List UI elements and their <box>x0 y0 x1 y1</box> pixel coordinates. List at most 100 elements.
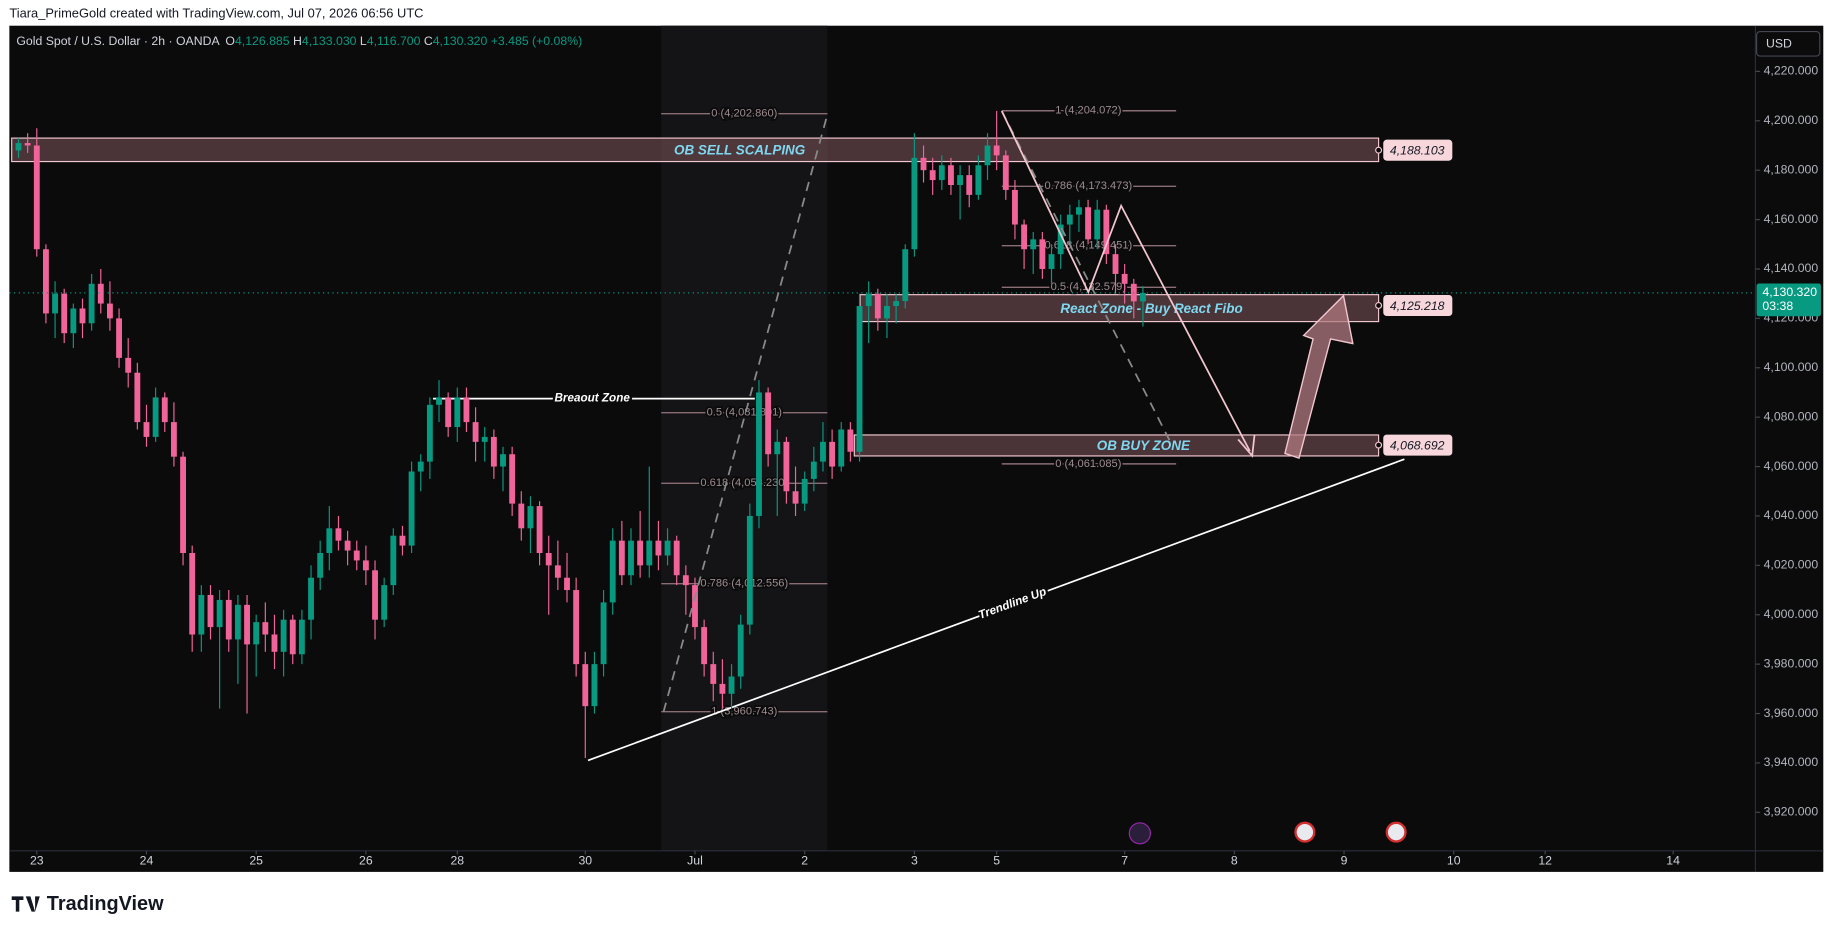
candle-body <box>728 676 735 694</box>
candle-body <box>756 392 762 516</box>
event-icon[interactable] <box>1385 821 1407 843</box>
candle-body <box>765 392 772 455</box>
candle-body <box>97 283 104 304</box>
legend-change: +3.485 (+0.08%) <box>491 34 582 48</box>
legend-value: 4,116.700 <box>367 34 421 48</box>
candle-body <box>1057 224 1064 255</box>
candle-body <box>417 461 424 472</box>
zone-price-tag <box>1383 294 1453 317</box>
candle-body <box>79 308 86 324</box>
candle-body <box>1121 273 1128 284</box>
candle-body <box>335 528 342 541</box>
candle-body <box>993 145 1000 156</box>
event-icons <box>1128 821 1407 845</box>
candle-body <box>865 293 872 307</box>
candle-body <box>106 303 113 319</box>
zone-price-label: 4,068.692 <box>1390 439 1445 453</box>
candle-body <box>710 664 717 684</box>
candle-body <box>527 506 534 529</box>
candle-body <box>134 372 141 423</box>
candle-body <box>1076 207 1082 215</box>
candle-body <box>463 397 470 423</box>
x-tick-label: 23 <box>30 854 44 868</box>
candle-body <box>1048 254 1055 269</box>
x-tick-label: 8 <box>1231 854 1238 868</box>
candle-body <box>317 553 324 578</box>
last-price-label: 4,130.320 <box>1762 285 1817 299</box>
candle-body <box>856 306 863 452</box>
candle-body <box>43 249 49 314</box>
candle-body <box>838 429 845 467</box>
y-tick-label: 4,000.000 <box>1764 607 1819 621</box>
candle-body <box>116 318 122 358</box>
candle-body <box>445 397 452 428</box>
candle-body <box>801 478 808 504</box>
x-tick-label: 2 <box>801 854 808 868</box>
zone-anchor <box>1375 146 1383 154</box>
candle-body <box>234 604 241 640</box>
fib-label: 0.618 (4,149.451) <box>1044 240 1132 252</box>
y-tick-label: 4,040.000 <box>1764 508 1819 522</box>
x-tick-label: 24 <box>140 854 154 868</box>
candle-body <box>673 540 680 576</box>
candle-body <box>719 683 726 694</box>
y-tick-label: 4,220.000 <box>1764 64 1819 78</box>
y-tick-label: 3,920.000 <box>1764 805 1819 819</box>
candle-body <box>24 143 31 146</box>
candle-body <box>518 503 525 529</box>
candle-body <box>1030 239 1037 250</box>
candle-body <box>262 622 269 635</box>
zone <box>859 294 1380 323</box>
fib-label: 0.786 (4,012.556) <box>700 578 788 590</box>
x-tick-label: 10 <box>1447 854 1461 868</box>
x-tick-label: 28 <box>450 854 464 868</box>
candle-body <box>61 293 68 334</box>
candle-body <box>536 506 543 554</box>
fib-label: 1 (3,960.743) <box>711 706 777 718</box>
event-icon[interactable] <box>1128 822 1151 845</box>
candle-body <box>472 422 479 442</box>
header-text: Tiara_PrimeGold created with TradingView… <box>9 5 423 20</box>
candle-body <box>426 404 433 462</box>
logo-text: TradingView <box>47 893 164 915</box>
candle-body <box>216 599 223 628</box>
legend-key: H <box>293 34 302 48</box>
event-icon[interactable] <box>1294 821 1316 843</box>
candle-body <box>783 441 790 492</box>
y-tick-label: 4,140.000 <box>1764 261 1819 275</box>
candle-body <box>957 175 964 186</box>
zone-price-tag <box>1383 139 1453 161</box>
candle-body <box>664 540 671 556</box>
y-tick-label: 3,940.000 <box>1764 755 1819 769</box>
x-tick-label: 30 <box>578 854 592 868</box>
candle-body <box>381 585 388 620</box>
currency-label: USD <box>1766 37 1792 51</box>
candle-body <box>920 157 927 171</box>
candle-body <box>170 422 177 457</box>
legend-value: 4,126.885 <box>235 34 290 48</box>
y-tick-label: 4,100.000 <box>1764 360 1819 374</box>
candle-body <box>308 577 314 620</box>
candle-body <box>701 627 708 665</box>
candle-body <box>408 471 415 546</box>
candle-body <box>1021 224 1028 250</box>
currency-button[interactable] <box>1756 30 1821 57</box>
candle-body <box>390 535 397 586</box>
fib-label: 0.786 (4,173.473) <box>1044 180 1132 192</box>
candle-body <box>737 624 744 677</box>
trendline <box>587 458 1405 762</box>
candle-body <box>225 599 232 640</box>
x-tick-label: 25 <box>249 854 263 868</box>
candle-body <box>344 540 351 551</box>
legend-key: O <box>225 34 235 48</box>
x-tick-label: 9 <box>1341 854 1348 868</box>
candle-body <box>1094 209 1101 240</box>
candle-body <box>591 664 598 707</box>
projection-arrowhead <box>1237 434 1256 458</box>
candle-body <box>810 461 817 479</box>
legend: Gold Spot / U.S. Dollar · 2h · OANDA O4,… <box>16 34 582 48</box>
projection-path <box>1000 110 1251 452</box>
candle-body <box>911 157 918 250</box>
candle-body <box>33 145 40 250</box>
